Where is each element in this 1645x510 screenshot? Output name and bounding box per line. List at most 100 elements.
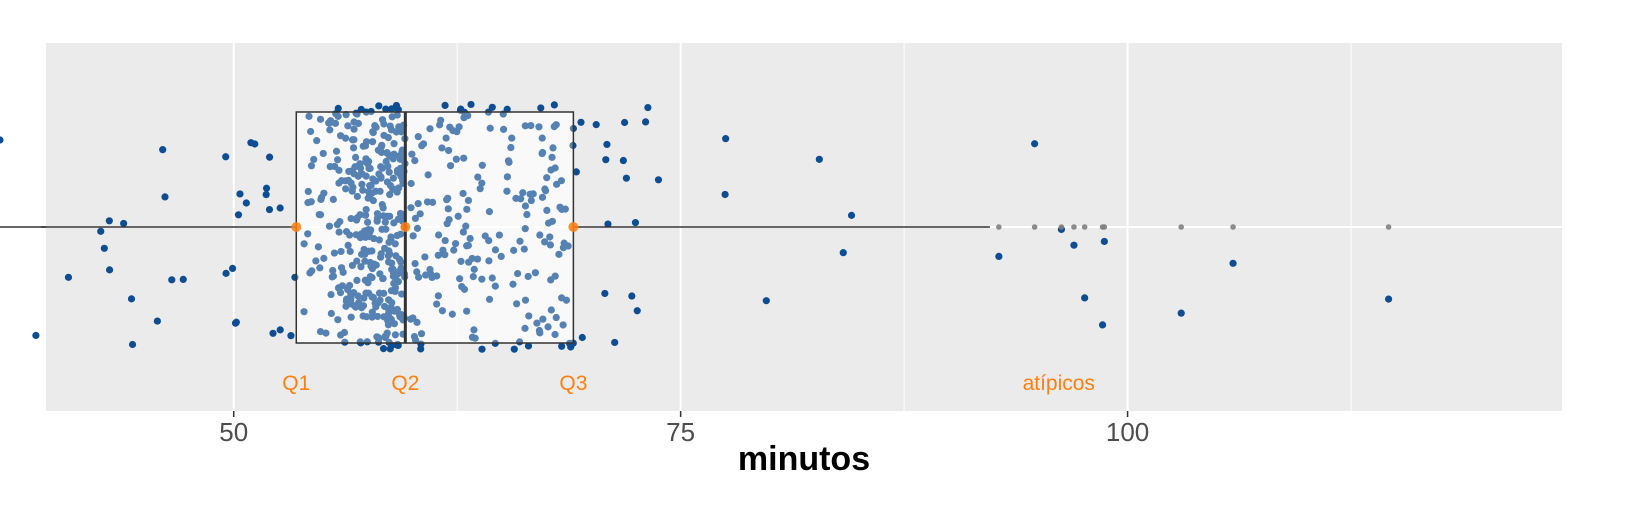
data-point [381, 218, 389, 226]
q1-label: Q1 [282, 372, 310, 395]
data-point [433, 272, 441, 280]
data-point [127, 295, 136, 303]
data-point [434, 251, 442, 259]
data-point [334, 104, 342, 112]
data-point [434, 231, 443, 239]
data-point [347, 290, 355, 298]
data-point [236, 190, 244, 198]
data-point [644, 103, 652, 112]
data-point [353, 276, 361, 285]
data-point [486, 124, 494, 132]
data-point [839, 249, 847, 257]
data-point [393, 231, 401, 240]
data-point [544, 219, 553, 227]
data-point [310, 155, 318, 164]
data-point [234, 211, 243, 219]
data-point [524, 272, 532, 281]
data-point [333, 156, 342, 164]
data-point [353, 257, 361, 265]
data-point [601, 289, 609, 298]
data-point [441, 236, 449, 245]
data-point [327, 290, 335, 299]
data-point [332, 147, 341, 155]
data-point [539, 148, 547, 157]
data-point [269, 329, 277, 337]
data-point [1384, 295, 1393, 303]
data-point [350, 302, 359, 310]
data-point [628, 292, 636, 300]
outlier-marker [1058, 224, 1065, 230]
data-point [503, 187, 511, 195]
quartile-marker [291, 222, 302, 232]
data-point [385, 151, 393, 159]
data-point [414, 133, 422, 141]
data-point [456, 275, 464, 283]
data-point [100, 244, 108, 252]
data-point [411, 260, 419, 268]
data-point [520, 245, 528, 253]
outlier-marker [1385, 224, 1392, 230]
data-point [314, 243, 323, 251]
data-point [407, 315, 415, 323]
data-point [464, 196, 473, 205]
data-point [546, 241, 555, 249]
data-point [538, 134, 546, 142]
data-point [391, 331, 399, 339]
data-point [376, 187, 384, 195]
data-point [499, 125, 508, 133]
data-point [411, 214, 419, 223]
data-point [514, 269, 522, 278]
data-point [551, 164, 559, 172]
data-point [433, 300, 441, 308]
data-point [417, 330, 426, 338]
data-point [326, 117, 335, 125]
data-point [463, 205, 471, 213]
data-point [463, 242, 471, 250]
data-point [470, 326, 478, 334]
data-point [390, 185, 398, 193]
data-point [0, 136, 4, 144]
data-point [379, 274, 387, 283]
data-point [465, 258, 473, 266]
data-point [307, 127, 315, 136]
data-point [317, 195, 325, 204]
data-point [362, 211, 370, 219]
data-point [469, 273, 477, 281]
data-point [510, 246, 518, 254]
data-point [722, 135, 730, 143]
data-point [523, 210, 531, 219]
data-point [389, 174, 397, 182]
data-point [543, 206, 551, 214]
data-point [1098, 321, 1107, 329]
data-point [521, 122, 529, 130]
data-point [445, 215, 453, 224]
data-point [454, 212, 462, 220]
data-point [1031, 140, 1039, 148]
jitter-points [0, 100, 1393, 353]
data-point [847, 211, 856, 219]
data-point [329, 266, 337, 275]
data-point [120, 219, 128, 228]
data-point [446, 123, 454, 131]
data-point [508, 134, 516, 142]
data-point [549, 144, 557, 152]
data-point [397, 127, 405, 135]
data-point [762, 297, 770, 305]
data-point [558, 294, 566, 302]
data-point [358, 304, 366, 312]
data-point [543, 174, 551, 182]
data-point [334, 316, 342, 324]
data-point [411, 156, 419, 165]
data-point [338, 177, 346, 185]
data-point [232, 318, 240, 326]
data-point [386, 212, 394, 220]
data-point [473, 255, 482, 263]
data-point [375, 236, 383, 244]
data-point [466, 234, 474, 243]
data-point [536, 231, 544, 239]
data-point [348, 187, 356, 195]
data-point [362, 205, 370, 214]
data-point [319, 149, 327, 158]
data-point [316, 327, 325, 336]
data-point [369, 128, 377, 136]
